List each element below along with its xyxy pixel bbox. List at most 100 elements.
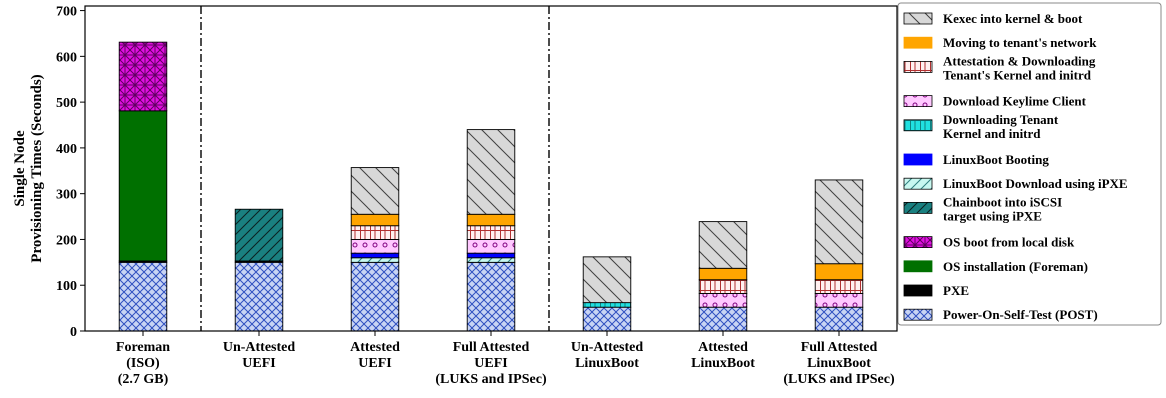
bar-stack-3 <box>466 129 516 332</box>
legend-item: PXE <box>903 283 969 298</box>
bar-segment <box>234 261 284 332</box>
bar-segment <box>582 306 632 332</box>
x-tick-label-line: (2.7 GB) <box>118 372 169 387</box>
bar-segment <box>814 279 864 294</box>
legend-item: OS installation (Foreman) <box>903 259 1088 274</box>
legend-label: Tenant's Kernel and initrd <box>943 67 1092 82</box>
legend-item: Moving to tenant's network <box>903 35 1097 50</box>
x-tick-label-line: UEFI <box>242 356 275 371</box>
x-tick-label-line: UEFI <box>358 356 391 371</box>
y-axis-title: Single Node Provisioning Times (Seconds) <box>12 74 45 262</box>
legend-label: Chainboot into iSCSI <box>943 194 1062 209</box>
bar-segment <box>814 179 864 265</box>
y-tick-label: 100 <box>56 279 77 294</box>
y-tick-label: 600 <box>56 50 77 65</box>
x-tick-label-line: Un-Attested <box>571 340 644 355</box>
bar-segment <box>814 263 864 281</box>
legend-label: LinuxBoot Booting <box>943 152 1049 167</box>
legend-swatch <box>903 61 933 73</box>
x-tick-label-line: Full Attested <box>453 340 530 355</box>
legend-frame <box>897 2 1162 326</box>
y-axis-ticks: 0 100 200 300 400 500 600 700 <box>56 5 85 340</box>
bar-stack-0 <box>118 41 168 332</box>
legend-swatch <box>903 36 933 49</box>
bar-stack-6 <box>814 179 864 332</box>
x-tick-label-line: LinuxBoot <box>691 356 755 371</box>
bar-segment <box>814 306 864 332</box>
legend-swatch <box>903 260 933 273</box>
legend-item: LinuxBoot Booting <box>903 152 1049 167</box>
bar-segment <box>814 293 864 308</box>
legend-item: OS boot from local disk <box>903 235 1075 250</box>
legend: Kexec into kernel & boot Moving to tenant… <box>897 2 1162 326</box>
bar-segment <box>466 238 516 254</box>
x-tick-label-line: UEFI <box>474 356 507 371</box>
y-tick-label: 500 <box>56 96 77 111</box>
y-tick-label: 200 <box>56 233 77 248</box>
legend-item: Power-On-Self-Test (POST) <box>903 307 1098 322</box>
legend-swatch <box>903 119 933 132</box>
y-axis-title-line-2: Provisioning Times (Seconds) <box>29 74 45 262</box>
bar-segment <box>350 213 400 227</box>
bar-segment <box>698 221 748 269</box>
y-tick-label: 400 <box>56 142 77 157</box>
bar-segment <box>350 257 400 263</box>
legend-swatch <box>903 177 933 190</box>
bar-segment <box>466 213 516 227</box>
bar-segment <box>582 302 632 308</box>
x-tick-label-line: (ISO) <box>126 356 160 371</box>
bar-segment <box>582 256 632 304</box>
legend-item: LinuxBoot Download using iPXE <box>903 176 1128 191</box>
x-axis-ticks: Foreman(ISO)(2.7 GB)Un-AttestedUEFIAttes… <box>116 331 895 387</box>
bar-segment <box>466 225 516 240</box>
bar-stack-1 <box>234 208 284 332</box>
legend-label: Downloading Tenant <box>943 112 1059 127</box>
y-axis-title-line-1: Single Node <box>12 130 28 207</box>
x-tick-label-line: (LUKS and IPSec) <box>435 372 547 387</box>
legend-label: Download Keylime Client <box>943 94 1087 109</box>
legend-swatch <box>903 236 933 249</box>
bar-segment <box>118 261 168 332</box>
bar-stack-2 <box>350 167 400 332</box>
legend-label: LinuxBoot Download using iPXE <box>943 176 1128 191</box>
bar-segment <box>466 257 516 263</box>
x-tick-label-line: Attested <box>350 340 400 355</box>
legend-label: PXE <box>943 283 969 298</box>
x-tick-label-line: Foreman <box>116 340 170 355</box>
bar-segment <box>466 129 516 215</box>
legend-label: Moving to tenant's network <box>943 35 1097 50</box>
bar-segment <box>350 167 400 215</box>
x-tick-label-line: Full Attested <box>801 340 878 355</box>
legend-label: Attestation & Downloading <box>943 53 1096 68</box>
bar-stack-4 <box>582 256 632 332</box>
group-separators <box>200 6 550 331</box>
bar-segment <box>350 238 400 254</box>
bar-segment <box>234 208 284 262</box>
x-tick-label-line: LinuxBoot <box>807 356 871 371</box>
legend-label: OS boot from local disk <box>943 235 1075 250</box>
x-tick-label-line: LinuxBoot <box>575 356 639 371</box>
legend-swatch <box>903 12 933 25</box>
bar-segment <box>698 306 748 332</box>
x-tick-label-line: Attested <box>698 340 748 355</box>
x-tick-label-line: (LUKS and IPSec) <box>783 372 895 387</box>
bar-segment <box>350 225 400 240</box>
legend-swatch <box>903 95 933 107</box>
bar-segment <box>466 261 516 332</box>
legend-item: Download Keylime Client <box>903 94 1087 109</box>
bar-segment <box>350 261 400 332</box>
bar-segment <box>698 293 748 308</box>
legend-item: Kexec into kernel & boot <box>903 11 1083 26</box>
legend-label: OS installation (Foreman) <box>943 259 1088 274</box>
y-tick-label: 700 <box>56 5 77 20</box>
